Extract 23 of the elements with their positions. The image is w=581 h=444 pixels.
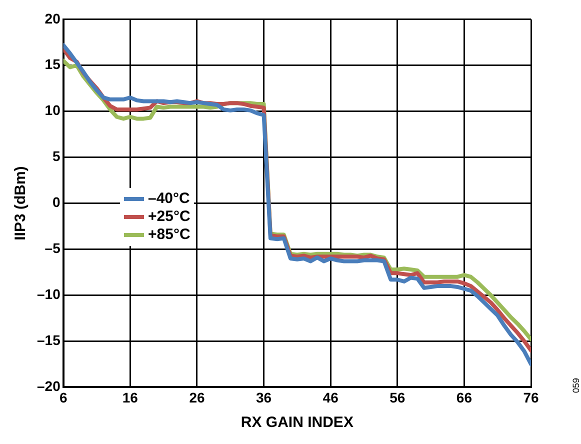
text: 059 xyxy=(571,378,581,394)
x-tick-label: 26 xyxy=(189,389,205,406)
y-axis-title: IIP3 (dBm) xyxy=(12,166,30,240)
y-tick-label: 10 xyxy=(44,102,61,118)
y-tick-label: 15 xyxy=(44,56,61,72)
y-tick-label: 5 xyxy=(52,148,61,164)
y-tick-label: –10 xyxy=(37,286,61,302)
x-tick-label: 46 xyxy=(322,389,339,406)
y-tick-label: 20 xyxy=(44,10,61,26)
legend-label: +85°C xyxy=(148,226,190,244)
y-tick-label: –20 xyxy=(37,378,61,394)
x-axis-title: RX GAIN INDEX xyxy=(240,414,354,432)
x-tick-label: 76 xyxy=(523,389,539,406)
x-tick-label: 56 xyxy=(390,389,406,406)
x-tick-label: 66 xyxy=(456,389,472,406)
legend-label: +25°C xyxy=(148,208,190,226)
x-tick-label: 36 xyxy=(256,389,272,406)
legend-label: –40°C xyxy=(148,190,190,208)
y-tick-label: 0 xyxy=(52,194,61,210)
x-tick-label: 16 xyxy=(122,389,138,406)
y-tick-label: –15 xyxy=(37,332,61,348)
x-tick-label: 6 xyxy=(59,389,68,406)
y-tick-label: –5 xyxy=(44,240,61,256)
